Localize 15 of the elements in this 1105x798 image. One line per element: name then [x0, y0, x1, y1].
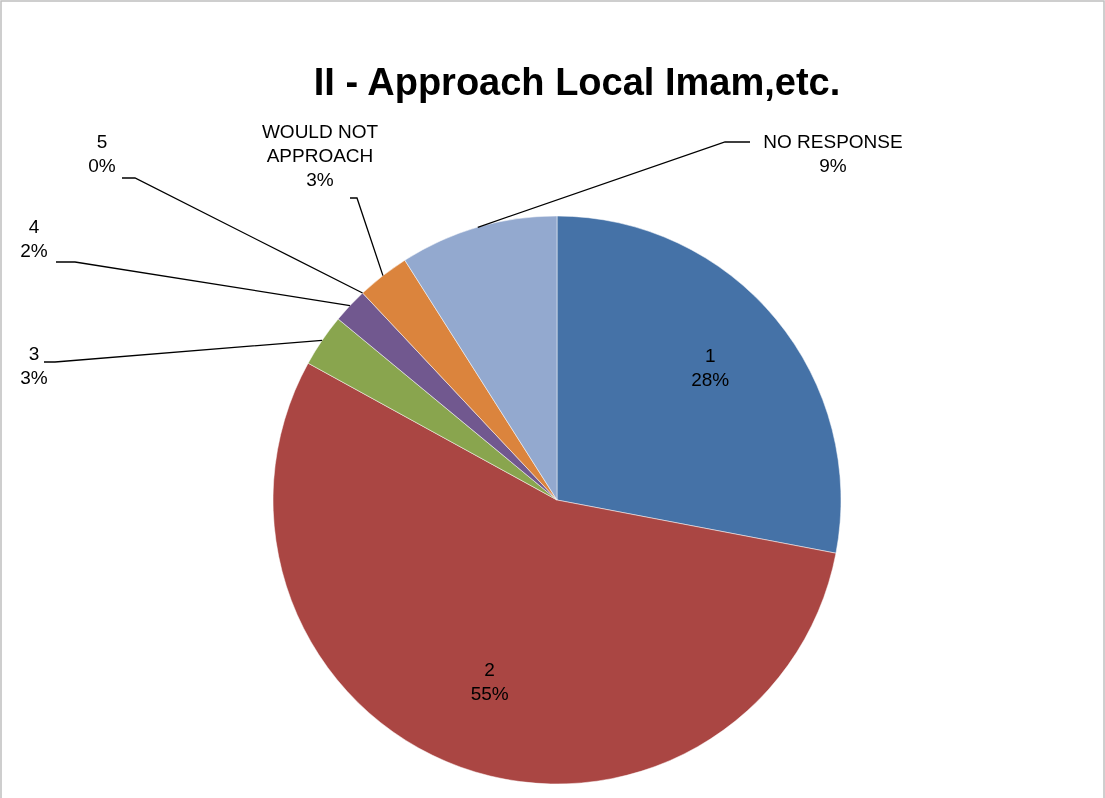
slice-label: 4 — [28, 216, 40, 237]
category-label: 5 — [96, 131, 108, 152]
chart-title: II - Approach Local Imam,etc. — [313, 61, 841, 103]
text: 0% — [88, 155, 116, 176]
data-label: 2% — [20, 240, 48, 261]
data-label: 28% — [691, 369, 730, 391]
data-label: 55% — [470, 683, 509, 705]
data-label: 3% — [20, 367, 48, 388]
slice-label: 1 — [704, 345, 716, 367]
slice-label: 3 — [28, 343, 40, 364]
slice-label: WOULD NOT APPROACH — [261, 121, 379, 166]
slice-label: 2 — [484, 659, 495, 681]
data-label: 9% — [819, 155, 847, 176]
data-label: 3% — [306, 169, 334, 190]
slice-label: NO RESPONSE — [763, 131, 903, 152]
